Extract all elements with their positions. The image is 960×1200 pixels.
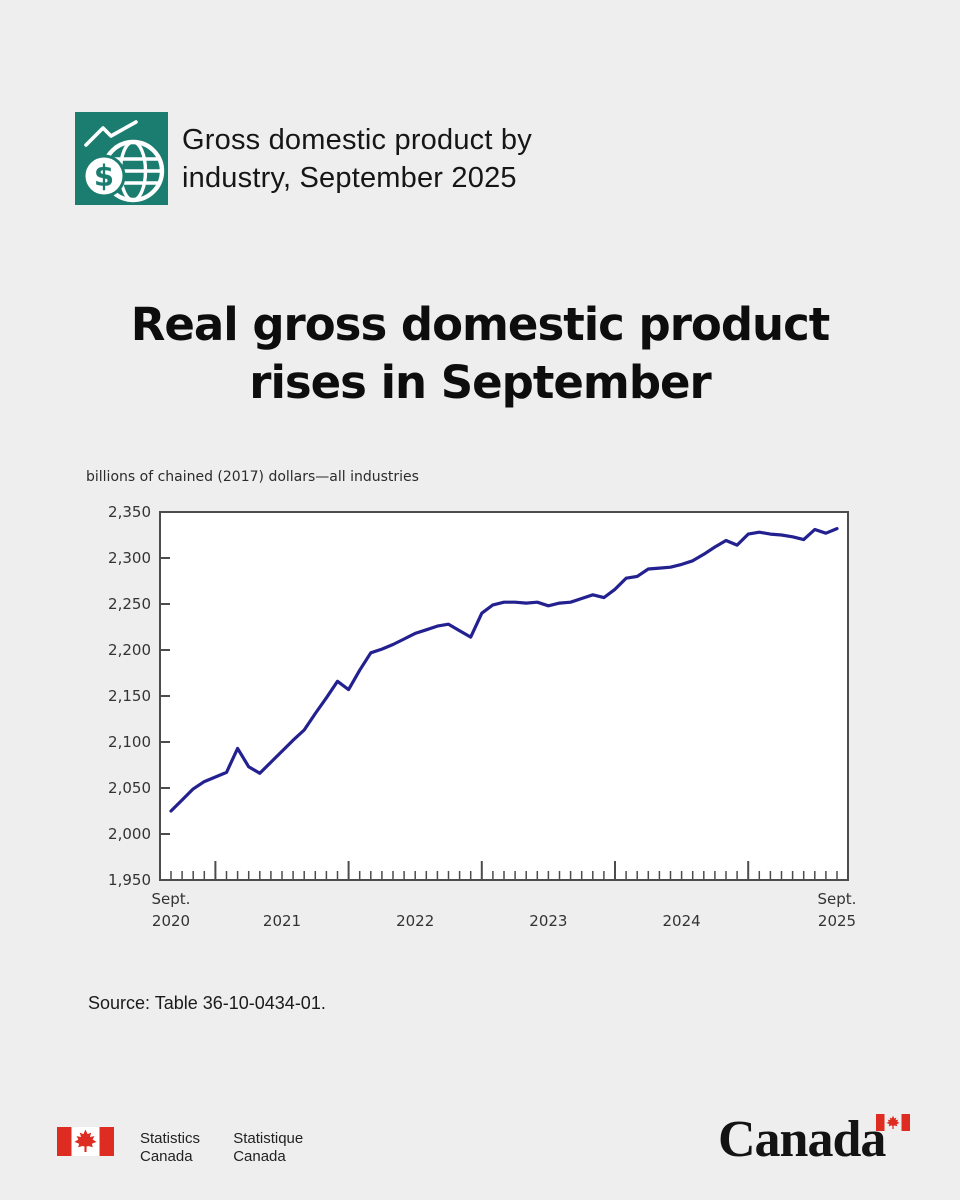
release-title-line1: Gross domestic product by [182,124,532,156]
svg-text:2,150: 2,150 [108,687,151,705]
svg-text:2,050: 2,050 [108,779,151,797]
svg-text:$: $ [94,159,114,193]
svg-text:2,350: 2,350 [108,503,151,521]
svg-text:2,200: 2,200 [108,641,151,659]
svg-text:2023: 2023 [529,912,567,930]
statcan-english: Statistics Canada [140,1130,201,1165]
headline: Real gross domestic product rises in Sep… [0,296,960,412]
trend-line-icon [84,120,138,147]
svg-text:Sept.: Sept. [818,890,857,908]
release-title: Gross domestic product by industry, Sept… [182,121,532,197]
chart-axis-title: billions of chained (2017) dollars—all i… [86,469,419,485]
gdp-trend-globe-dollar-icon: $ [75,112,168,205]
canada-wordmark-text: Canada [718,1111,886,1168]
svg-text:2,300: 2,300 [108,549,151,567]
svg-text:1,950: 1,950 [108,871,151,889]
canada-wordmark-flag-icon [876,1114,910,1131]
release-title-line2: industry, September 2025 [182,162,517,194]
headline-line2: rises in September [249,356,712,409]
svg-text:2,000: 2,000 [108,825,151,843]
canada-wordmark: Canada [718,1110,918,1172]
svg-text:2,100: 2,100 [108,733,151,751]
svg-text:2025: 2025 [818,912,856,930]
gdp-line-chart: 2,350 2,300 2,250 2,200 2,150 2,100 2,050 2,000… [108,503,857,930]
source-note: Source: Table 36-10-0434-01. [88,993,326,1013]
svg-text:2022: 2022 [396,912,434,930]
statcan-signature-text: Statistics Canada Statistique Canada [140,1130,303,1166]
canada-flag-icon [57,1127,114,1156]
statcan-french: Statistique Canada [233,1130,304,1165]
svg-text:2024: 2024 [663,912,701,930]
headline-line1: Real gross domestic product [130,298,831,351]
dollar-coin-icon: $ [82,154,126,198]
svg-text:2,250: 2,250 [108,595,151,613]
svg-text:Sept.: Sept. [152,890,191,908]
svg-text:2020: 2020 [152,912,190,930]
svg-text:2021: 2021 [263,912,301,930]
